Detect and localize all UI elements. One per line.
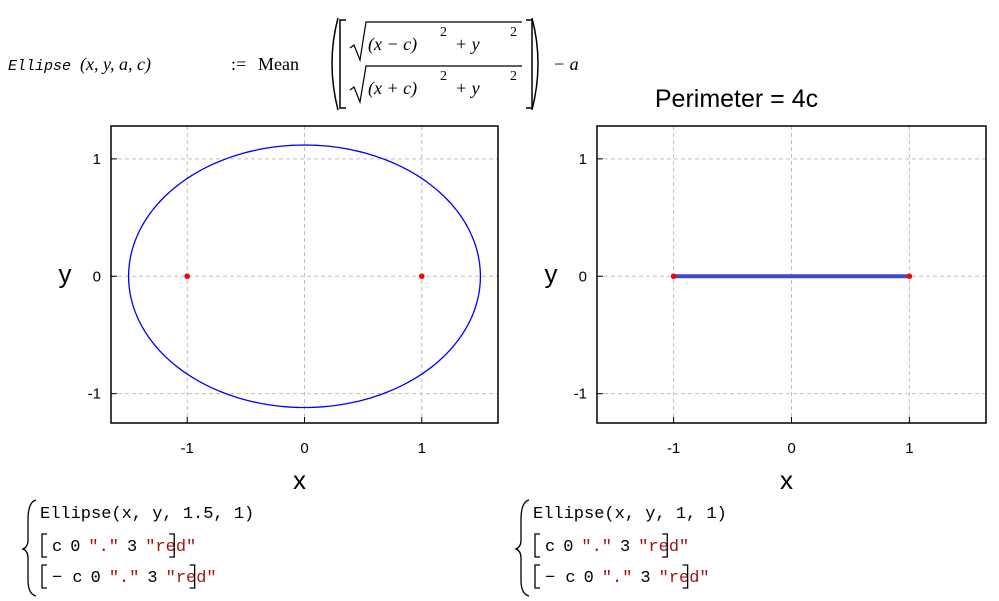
code-row: c 0 "." 3 "red" [545, 538, 689, 557]
formula-assign: := [231, 54, 246, 74]
charts: -1 0 1 -1 0 1 x y -1 0 1 -1 0 1 x y Perimeter = 4c [59, 85, 987, 495]
exp: 2 [510, 25, 517, 40]
bracket [534, 533, 540, 558]
brace [514, 499, 530, 597]
y-tick-label: 0 [93, 268, 101, 285]
point [906, 273, 913, 280]
x-tick-label: -1 [181, 440, 194, 457]
x-tick-label: 1 [905, 440, 913, 457]
code-token: "." [88, 538, 119, 557]
plot-frame [596, 125, 987, 424]
formula: Ellipse (x, y, a, c) := Mean (x − c) 2 +… [8, 17, 579, 111]
code-token: 0 [91, 569, 101, 588]
bracket [339, 19, 533, 109]
curve [127, 144, 482, 409]
y-axis-label: y [545, 259, 558, 289]
formula-top: (x − c) [368, 34, 417, 55]
code-token: 0 [70, 538, 80, 557]
y-axis-label: y [59, 259, 72, 289]
exp: 2 [440, 25, 447, 40]
paren [331, 17, 539, 111]
code-blocks: Ellipse(x, y, 1.5, 1)c 0 "." 3 "red"− c 0 "." 3… [21, 499, 727, 597]
bracket [41, 564, 47, 589]
bracket [662, 533, 668, 558]
formula-func: Mean [258, 54, 299, 74]
code-token: "." [602, 569, 633, 588]
formula-name: Ellipse [8, 58, 71, 75]
code-token: "red" [638, 538, 689, 557]
code-token: "." [581, 538, 612, 557]
x-axis-label: x [780, 465, 793, 495]
bracket [189, 564, 196, 589]
code-row: c 0 "." 3 "red" [52, 538, 196, 557]
y-tick-label: -1 [88, 386, 101, 403]
formula-bottom-tail: + y [455, 78, 480, 98]
exp: 2 [440, 69, 447, 84]
point [418, 273, 425, 280]
code-token: "." [109, 569, 140, 588]
code-call: Ellipse(x, y, 1.5, 1) [40, 505, 254, 524]
bracket [534, 564, 540, 589]
y-tick-label: -1 [574, 386, 587, 403]
point [670, 273, 677, 280]
plot: -1 0 1 -1 0 1 x y Perimeter = 4c [545, 85, 987, 495]
x-tick-label: -1 [667, 440, 680, 457]
x-tick-label: 0 [787, 440, 795, 457]
code-token: − c [52, 569, 83, 588]
x-tick-label: 1 [418, 440, 426, 457]
y-tick-label: 0 [579, 268, 587, 285]
code-token: − c [545, 569, 576, 588]
bracket [169, 533, 175, 558]
code-block: Ellipse(x, y, 1.5, 1)c 0 "." 3 "red"− c 0 "." 3… [21, 499, 254, 597]
chart-title: Perimeter = 4c [655, 85, 818, 113]
brace [21, 499, 37, 597]
bracket [682, 564, 689, 589]
x-tick-label: 0 [300, 440, 308, 457]
code-token: 0 [584, 569, 594, 588]
formula-bottom: (x + c) [368, 78, 417, 99]
code-token: 3 [620, 538, 630, 557]
formula-args: (x, y, a, c) [80, 54, 151, 75]
formula-tail: − a [553, 54, 579, 74]
code-row: − c 0 "." 3 "red" [545, 569, 710, 588]
code-token: 3 [147, 569, 157, 588]
sqrt [349, 65, 522, 105]
sqrt [349, 21, 522, 63]
code-block: Ellipse(x, y, 1, 1)c 0 "." 3 "red"− c 0 "." 3 "r… [514, 499, 727, 597]
code-token: "red" [145, 538, 196, 557]
bracket [41, 533, 47, 558]
x-axis-label: x [293, 465, 306, 495]
point [184, 273, 191, 280]
code-call: Ellipse(x, y, 1, 1) [533, 505, 727, 524]
code-token: "red" [166, 569, 217, 588]
y-tick-label: 1 [93, 151, 101, 168]
plot-frame [110, 125, 499, 424]
code-token: 3 [127, 538, 137, 557]
exp: 2 [510, 69, 517, 84]
code-token: "red" [659, 569, 710, 588]
code-row: − c 0 "." 3 "red" [52, 569, 217, 588]
code-token: 3 [640, 569, 650, 588]
code-token: c [52, 538, 62, 557]
y-tick-label: 1 [579, 151, 587, 168]
code-token: 0 [563, 538, 573, 557]
formula-top-tail: + y [455, 34, 480, 54]
code-token: c [545, 538, 555, 557]
plot: -1 0 1 -1 0 1 x y [59, 125, 499, 495]
